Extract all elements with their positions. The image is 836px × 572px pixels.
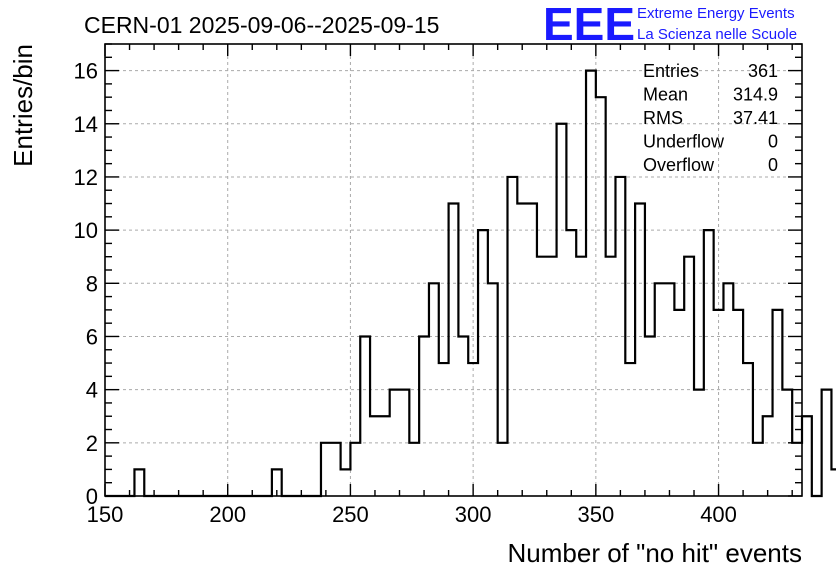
x-tick-label: 150: [87, 502, 124, 527]
x-axis-title: Number of "no hit" events: [508, 538, 803, 568]
stat-label: RMS: [643, 108, 683, 128]
brand-line-2: La Scienza nelle Scuole: [637, 26, 797, 43]
stat-label: Overflow: [643, 155, 715, 175]
plot-frame: [104, 43, 803, 497]
y-tick-label: 10: [74, 218, 98, 243]
stats-box: Entries 361 Mean 314.9 RMS 37.41 Underflow 0 Ove…: [643, 61, 778, 175]
y-axis-title: Entries/bin: [8, 44, 38, 167]
x-tick-label: 300: [455, 502, 492, 527]
stat-value: 314.9: [733, 85, 778, 105]
y-tick-label: 14: [74, 112, 98, 137]
stat-label: Mean: [643, 85, 688, 105]
x-tick-label: 200: [209, 502, 246, 527]
x-tick-label: 400: [700, 502, 737, 527]
y-tick-label: 12: [74, 165, 98, 190]
y-tick-label: 4: [86, 378, 98, 403]
y-axis: 0 2 4 6 8 10 12 14 16: [74, 43, 802, 509]
y-tick-label: 16: [74, 59, 98, 84]
brand-logo: EEE: [543, 0, 635, 50]
brand-logo-group: EEE Extreme Energy Events La Scienza nel…: [543, 0, 797, 50]
stat-label: Underflow: [643, 132, 725, 152]
x-tick-label: 250: [332, 502, 369, 527]
stat-label: Entries: [643, 61, 699, 81]
y-tick-label: 2: [86, 431, 98, 456]
x-axis: 150 200 250 300 350 400: [87, 44, 793, 527]
stat-value: 0: [768, 132, 778, 152]
y-tick-label: 6: [86, 324, 98, 349]
brand-line-1: Extreme Energy Events: [637, 5, 795, 22]
stat-value: 37.41: [733, 108, 778, 128]
stat-value: 0: [768, 155, 778, 175]
y-tick-label: 8: [86, 271, 98, 296]
grid-lines: [104, 44, 802, 497]
chart-title: CERN-01 2025-09-06--2025-09-15: [84, 12, 439, 38]
y-tick-label: 0: [86, 484, 98, 509]
x-tick-label: 350: [577, 502, 614, 527]
stat-value: 361: [748, 61, 778, 81]
